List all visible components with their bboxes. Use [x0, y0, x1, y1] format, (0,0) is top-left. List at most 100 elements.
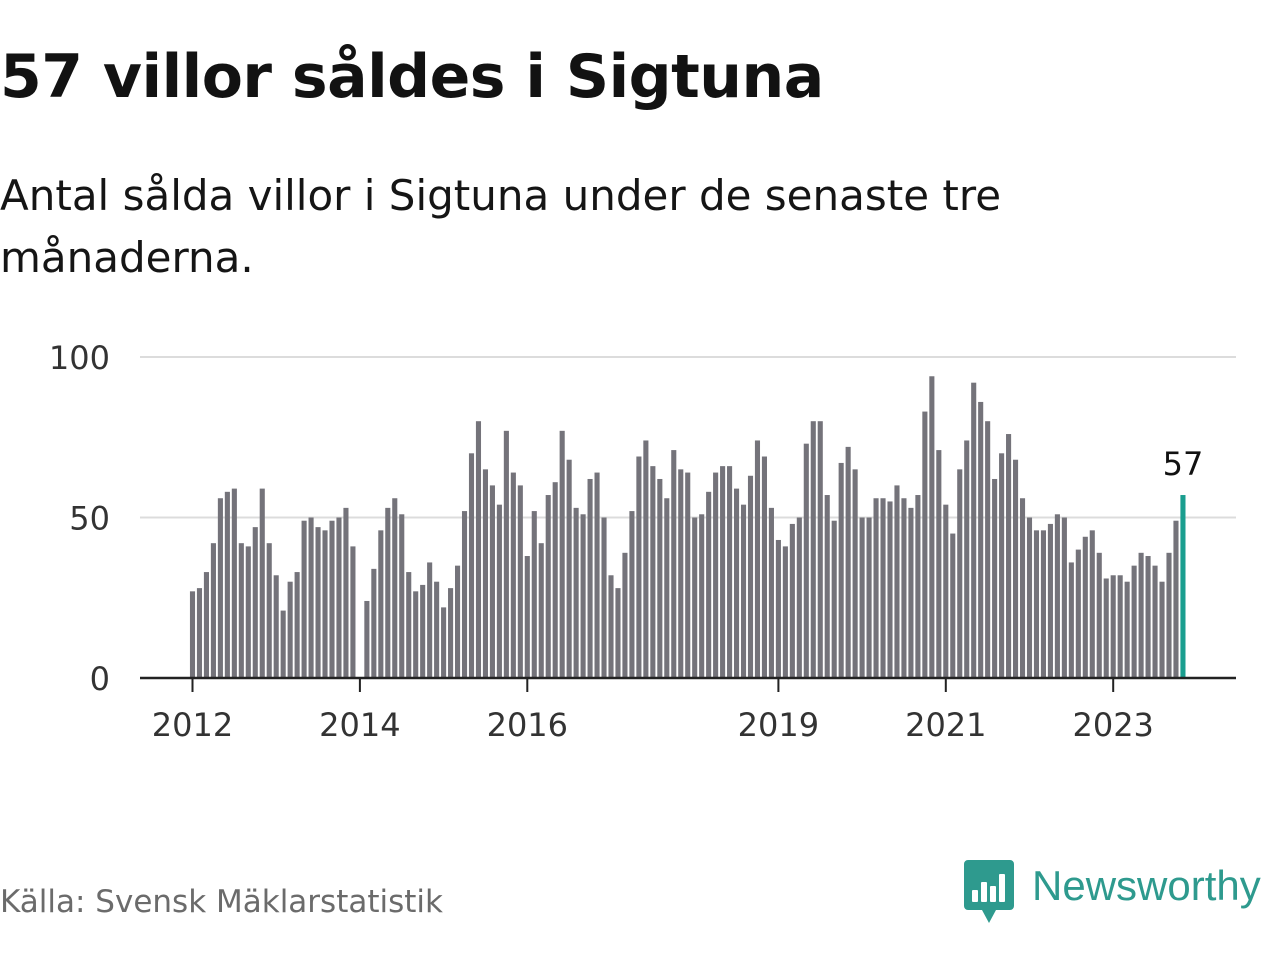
bar	[1173, 520, 1179, 678]
bar	[803, 443, 809, 678]
bar	[699, 514, 705, 678]
bar	[517, 485, 523, 678]
bar	[1040, 530, 1046, 678]
bar-highlight	[1180, 495, 1186, 678]
bar	[754, 440, 761, 678]
bar	[720, 466, 726, 678]
bar	[231, 488, 237, 678]
bar	[831, 520, 837, 678]
bar	[824, 495, 830, 678]
bar	[859, 517, 865, 678]
bar	[392, 498, 398, 678]
bar	[455, 565, 461, 678]
bar	[371, 568, 377, 678]
y-tick-label: 100	[49, 339, 110, 377]
bar	[566, 459, 572, 678]
bar	[385, 507, 391, 678]
bar	[434, 581, 440, 678]
bar	[622, 552, 628, 678]
bar	[1166, 552, 1172, 678]
bar	[1006, 434, 1012, 678]
bar	[1096, 552, 1102, 678]
y-axis-ticks: 0 50 100	[49, 339, 110, 698]
bar	[496, 504, 502, 678]
bar	[273, 575, 279, 678]
bar	[1054, 514, 1060, 678]
bar	[650, 466, 656, 678]
bar	[936, 450, 942, 678]
bar	[413, 591, 419, 678]
bar	[1013, 459, 1019, 678]
bar	[768, 507, 774, 678]
bar	[747, 475, 754, 678]
bar	[489, 485, 495, 678]
bar	[280, 610, 286, 678]
bar	[224, 491, 230, 678]
bar	[971, 382, 977, 678]
bar	[406, 572, 412, 678]
bar	[796, 517, 802, 678]
bar	[252, 527, 258, 678]
bar	[468, 453, 475, 678]
x-tick-label: 2012	[152, 706, 233, 744]
highlight-value-label: 57	[1163, 445, 1204, 483]
bar	[1033, 530, 1040, 678]
bar	[503, 430, 509, 678]
bar	[845, 446, 851, 678]
bar	[950, 533, 956, 678]
bar	[992, 478, 998, 678]
y-tick-label: 0	[90, 660, 110, 698]
bar	[636, 456, 642, 678]
bar	[775, 539, 781, 678]
bar	[287, 581, 293, 678]
bar	[685, 472, 691, 678]
bar	[1138, 552, 1144, 678]
bar	[580, 514, 586, 678]
bar	[880, 498, 886, 678]
bar	[217, 498, 223, 678]
bar	[740, 504, 747, 678]
bar	[350, 546, 356, 678]
bar	[1103, 578, 1109, 678]
bar	[329, 520, 335, 678]
bar	[1019, 498, 1026, 678]
bar	[482, 469, 488, 678]
bar	[664, 498, 670, 678]
bar	[887, 501, 893, 678]
source-note: Källa: Svensk Mäklarstatistik	[0, 884, 443, 920]
bar	[1026, 517, 1033, 678]
bar	[336, 517, 342, 678]
bar	[915, 495, 921, 678]
bar	[1082, 536, 1088, 678]
bar	[615, 588, 621, 678]
bar	[608, 575, 614, 678]
bars	[189, 376, 1186, 678]
bar	[259, 488, 265, 678]
bar	[1152, 565, 1158, 678]
bar	[789, 523, 795, 678]
bar	[594, 472, 600, 678]
bar	[782, 546, 788, 678]
bar	[922, 411, 928, 678]
bar	[957, 469, 963, 678]
bar	[301, 520, 307, 678]
x-axis-ticks: 2012 2014 2016 2019 2021 2023	[152, 678, 1154, 744]
bar	[573, 507, 579, 678]
chart-subtitle: Antal sålda villor i Sigtuna under de se…	[0, 171, 1002, 282]
bar	[1124, 581, 1130, 678]
bar	[894, 485, 900, 678]
bar	[866, 517, 872, 678]
bar	[203, 572, 209, 678]
bar	[727, 466, 733, 678]
annotations: 57	[1163, 445, 1204, 483]
bar	[1061, 517, 1067, 678]
x-tick-label: 2021	[905, 706, 986, 744]
bar	[601, 517, 607, 678]
bar	[378, 530, 384, 678]
bar	[908, 507, 914, 678]
x-tick-label: 2023	[1072, 706, 1153, 744]
bar	[461, 511, 468, 678]
bar	[978, 401, 984, 678]
bar	[964, 440, 970, 678]
bar	[629, 511, 635, 678]
